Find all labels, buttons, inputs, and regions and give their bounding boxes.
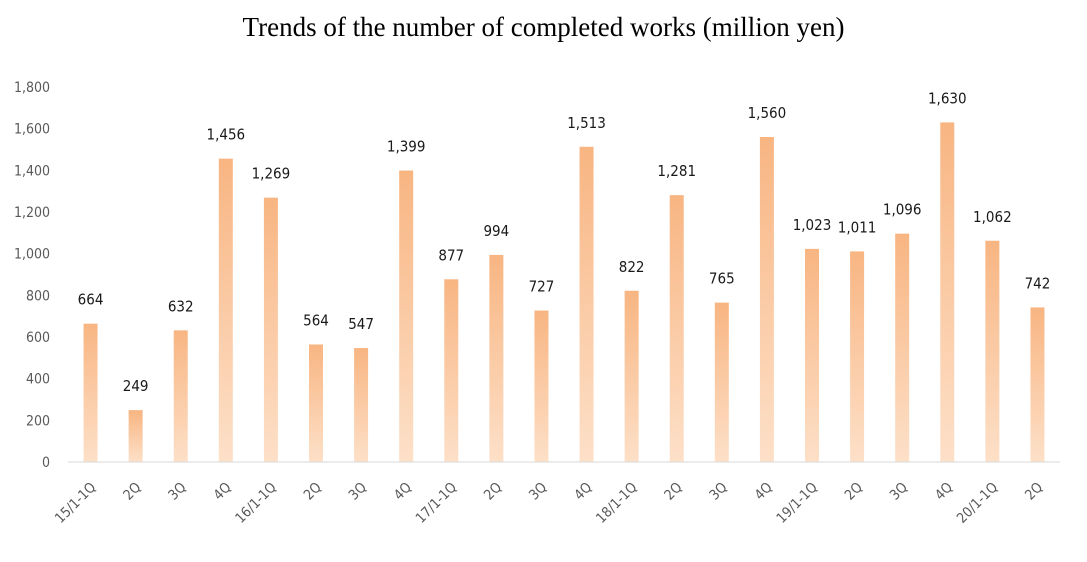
x-tick-label: 3Q xyxy=(707,479,731,503)
x-tick-label: 4Q xyxy=(571,479,595,503)
y-tick-label: 200 xyxy=(26,413,50,429)
x-tick-label: 2Q xyxy=(662,479,686,503)
bar xyxy=(128,410,143,462)
y-axis: 0 200 400 600 800 1,000 1,200 1,400 1,600 1,800 xyxy=(14,80,50,471)
bar xyxy=(218,158,233,462)
bar xyxy=(985,240,1000,462)
data-label: 664 xyxy=(78,291,104,309)
x-tick-label: 16/1-1Q xyxy=(233,479,280,526)
bar xyxy=(895,233,910,462)
data-label: 632 xyxy=(168,297,194,315)
x-tick-label: 15/1-1Q xyxy=(52,479,99,526)
bar xyxy=(579,146,594,462)
x-tick-label: 3Q xyxy=(166,479,190,503)
y-tick-label: 1,800 xyxy=(14,80,50,96)
data-label: 1,011 xyxy=(838,218,877,236)
data-label: 1,023 xyxy=(793,216,832,234)
bar xyxy=(399,170,414,462)
bar xyxy=(1030,307,1045,462)
bar-series: 664 249 632 1,456 1,269 564 547 1,399 877 994 727 1… xyxy=(78,89,1051,463)
data-label: 727 xyxy=(529,278,555,296)
x-tick-label: 2Q xyxy=(481,479,505,503)
data-label: 994 xyxy=(483,222,509,240)
x-tick-label: 4Q xyxy=(211,479,235,503)
bar xyxy=(263,197,278,462)
data-label: 877 xyxy=(438,246,464,264)
bar xyxy=(444,279,459,462)
bar xyxy=(489,254,504,462)
data-label: 547 xyxy=(348,315,374,333)
x-tick-label: 4Q xyxy=(932,479,956,503)
bar xyxy=(624,290,639,462)
bar xyxy=(759,137,774,462)
data-label: 249 xyxy=(123,377,149,395)
x-tick-label: 3Q xyxy=(526,479,550,503)
data-label: 1,630 xyxy=(928,89,967,107)
y-tick-label: 0 xyxy=(42,455,50,471)
bar xyxy=(940,122,955,463)
data-label: 765 xyxy=(709,270,735,288)
x-tick-label: 2Q xyxy=(301,479,325,503)
x-tick-label: 18/1-1Q xyxy=(593,479,640,526)
data-label: 1,281 xyxy=(657,162,696,180)
data-label: 1,062 xyxy=(973,208,1012,226)
bar xyxy=(714,302,729,462)
x-tick-label: 4Q xyxy=(391,479,415,503)
bar xyxy=(534,310,549,462)
data-label: 564 xyxy=(303,312,329,330)
y-tick-label: 1,000 xyxy=(14,247,50,263)
data-label: 742 xyxy=(1025,274,1051,292)
bar xyxy=(309,344,323,462)
x-tick-label: 3Q xyxy=(887,479,911,503)
x-tick-label: 4Q xyxy=(752,479,776,503)
bar xyxy=(173,330,188,462)
bar xyxy=(83,323,98,462)
bar xyxy=(850,251,865,462)
data-label: 1,269 xyxy=(252,165,291,183)
x-tick-label: 2Q xyxy=(1022,479,1046,503)
y-tick-label: 600 xyxy=(26,330,50,346)
x-tick-label: 19/1-1Q xyxy=(774,479,821,526)
x-tick-label: 3Q xyxy=(346,479,370,503)
data-label: 1,096 xyxy=(883,201,922,219)
data-label: 1,399 xyxy=(387,138,426,156)
x-tick-label: 2Q xyxy=(120,479,144,503)
y-tick-label: 1,200 xyxy=(14,205,50,221)
y-tick-label: 400 xyxy=(26,372,50,388)
data-label: 1,513 xyxy=(567,114,606,132)
data-label: 1,456 xyxy=(207,126,246,144)
y-tick-label: 1,400 xyxy=(14,163,50,179)
y-tick-label: 1,600 xyxy=(14,122,50,138)
chart-title: Trends of the number of completed works … xyxy=(242,12,845,42)
bar xyxy=(354,348,369,462)
y-tick-label: 800 xyxy=(26,288,50,304)
x-tick-label: 2Q xyxy=(842,479,866,503)
x-tick-label: 17/1-1Q xyxy=(413,479,460,526)
data-label: 1,560 xyxy=(748,104,787,122)
bar xyxy=(805,248,819,462)
x-tick-label: 20/1-1Q xyxy=(954,479,1001,526)
data-label: 822 xyxy=(619,258,645,276)
bar xyxy=(669,195,684,462)
